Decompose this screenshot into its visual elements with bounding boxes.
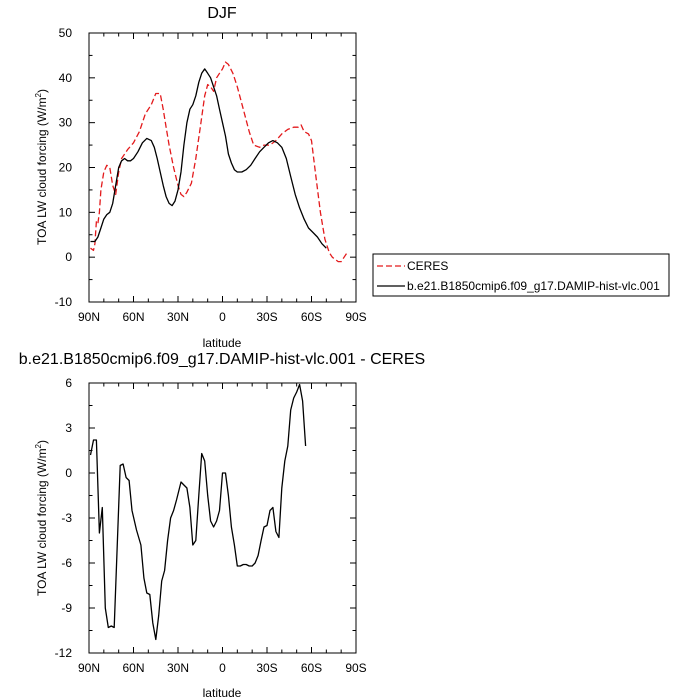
bottom-ticks: 90N 60N 30N 0 30S 60S 90S -12 -9 -6 -3 0 3 6 <box>55 376 367 675</box>
top-xtick-label: 60N <box>122 310 144 324</box>
top-xtick-label: 30N <box>167 310 189 324</box>
top-ytick-label: 50 <box>59 26 73 40</box>
bottom-xtick-label: 60S <box>301 661 322 675</box>
legend-box <box>372 253 670 297</box>
bottom-ytick-label: -9 <box>61 601 72 615</box>
top-series <box>90 61 348 263</box>
top-ytick-label: 0 <box>65 250 72 264</box>
top-panel: DJF 90N 60N 30N 0 30S 60S 90S -10 0 10 20 30 40 50 la… <box>34 5 670 350</box>
bottom-ytick-label: -12 <box>55 646 73 660</box>
bottom-xtick-label: 90N <box>78 661 100 675</box>
top-ytick-label: 20 <box>59 161 73 175</box>
bottom-xlabel: latitude <box>203 686 242 700</box>
bottom-ylabel-main: TOA LW cloud forcing (W/m <box>35 448 49 596</box>
bottom-panel: b.e21.B1850cmip6.f09_g17.DAMIP-hist-vlc.… <box>19 351 425 700</box>
bottom-ytick-label: -3 <box>61 511 72 525</box>
top-ylabel-end: ) <box>35 89 49 93</box>
bottom-ylabel-end: ) <box>35 440 49 444</box>
top-ytick-label: 30 <box>59 116 73 130</box>
bottom-ylabel-sup: 2 <box>34 443 43 448</box>
bottom-ytick-label: -6 <box>61 556 72 570</box>
bottom-xtick-label: 30N <box>167 661 189 675</box>
top-plot-frame <box>88 32 357 303</box>
top-series-line-b-e21-b1850cmip6-f09-g17-damip-hist-vlc-001 <box>90 68 327 249</box>
legend-label-model: b.e21.B1850cmip6.f09_g17.DAMIP-hist-vlc.… <box>407 279 660 293</box>
bottom-ytick-label: 3 <box>65 421 72 435</box>
legend: CERES b.e21.B1850cmip6.f09_g17.DAMIP-his… <box>372 253 670 297</box>
top-xlabel: latitude <box>203 336 242 350</box>
bottom-ytick-label: 6 <box>65 376 72 390</box>
top-xtick-label: 90N <box>78 310 100 324</box>
top-xtick-label: 90S <box>345 310 366 324</box>
top-ticks: 90N 60N 30N 0 30S 60S 90S -10 0 10 20 30 40 50 <box>55 26 367 324</box>
bottom-xtick-label: 90S <box>345 661 366 675</box>
top-ylabel-main: TOA LW cloud forcing (W/m <box>35 97 49 245</box>
top-ylabel-sup: 2 <box>34 92 43 97</box>
bottom-xtick-label: 0 <box>219 661 226 675</box>
top-xtick-label: 60S <box>301 310 322 324</box>
top-ytick-label: -10 <box>55 295 73 309</box>
top-xtick-label: 30S <box>256 310 277 324</box>
legend-label-ceres: CERES <box>407 259 448 273</box>
bottom-ytick-label: 0 <box>65 466 72 480</box>
top-ytick-label: 10 <box>59 205 73 219</box>
top-title: DJF <box>207 5 237 22</box>
bottom-series-line-0 <box>89 383 307 641</box>
top-ylabel: TOA LW cloud forcing (W/m2) <box>34 89 49 245</box>
bottom-xtick-label: 60N <box>122 661 144 675</box>
bottom-title: b.e21.B1850cmip6.f09_g17.DAMIP-hist-vlc.… <box>19 351 425 368</box>
top-xtick-label: 0 <box>219 310 226 324</box>
bottom-ylabel: TOA LW cloud forcing (W/m2) <box>34 440 49 596</box>
bottom-xtick-label: 30S <box>256 661 277 675</box>
top-series-line-ceres <box>90 61 348 263</box>
bottom-plot-frame <box>88 382 357 654</box>
bottom-series <box>89 383 307 641</box>
top-ytick-label: 40 <box>59 71 73 85</box>
